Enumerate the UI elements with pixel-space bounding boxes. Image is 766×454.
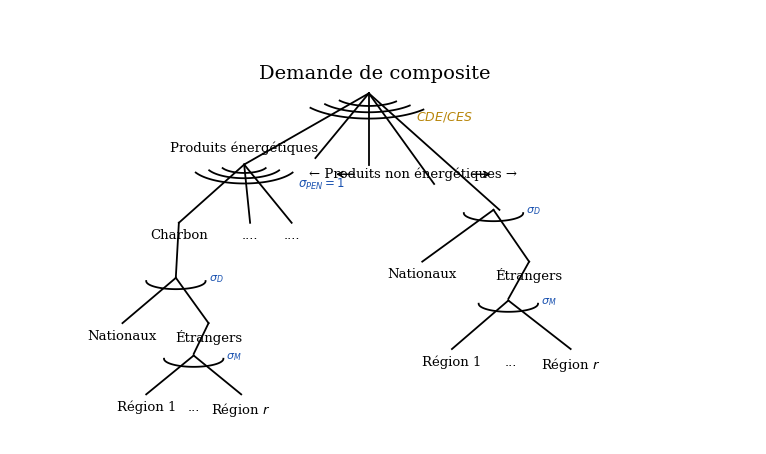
Text: $CDE/CES$: $CDE/CES$ <box>417 109 473 123</box>
Text: $\sigma_M$: $\sigma_M$ <box>227 351 242 363</box>
Text: ....: .... <box>242 229 258 242</box>
Text: Région $r$: Région $r$ <box>541 355 601 374</box>
Text: ....: .... <box>283 229 300 242</box>
Text: Charbon: Charbon <box>150 229 208 242</box>
Text: Région $r$: Région $r$ <box>211 401 271 419</box>
Text: ← Produits non énergétiques →: ← Produits non énergétiques → <box>309 168 517 181</box>
Text: $\sigma_D$: $\sigma_D$ <box>208 274 223 286</box>
Text: Nationaux: Nationaux <box>88 330 157 343</box>
Text: Région 1: Région 1 <box>116 401 176 415</box>
Text: Étrangers: Étrangers <box>496 268 563 283</box>
Text: ...: ... <box>505 355 518 369</box>
Text: $\sigma_D$: $\sigma_D$ <box>526 206 541 217</box>
Text: $\sigma_{PEN} = 1$: $\sigma_{PEN} = 1$ <box>297 177 345 192</box>
Text: Demande de composite: Demande de composite <box>259 65 490 83</box>
Text: Région 1: Région 1 <box>422 355 482 369</box>
Text: Étrangers: Étrangers <box>175 330 242 345</box>
Text: $\sigma_M$: $\sigma_M$ <box>541 296 557 308</box>
Text: Produits énergétiques: Produits énergétiques <box>170 141 318 155</box>
Text: Nationaux: Nationaux <box>388 268 457 281</box>
Text: ...: ... <box>188 401 200 414</box>
